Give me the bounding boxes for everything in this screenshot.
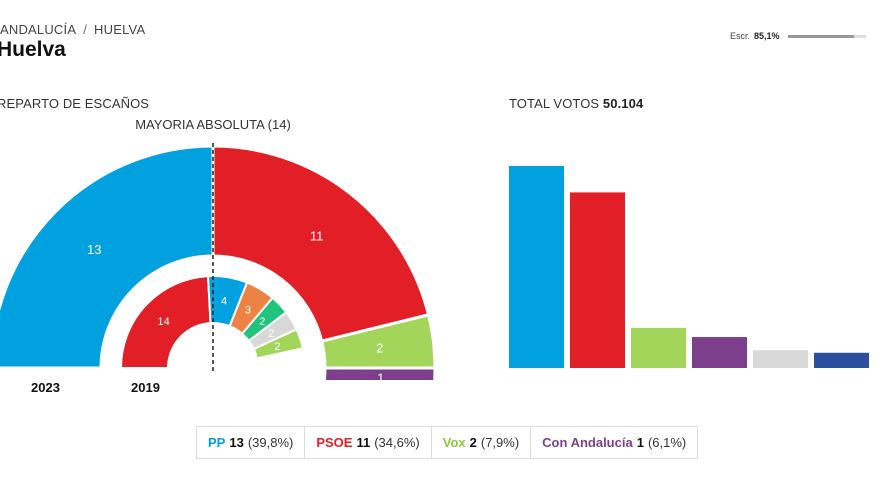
vote-bar-vox[interactable] <box>631 327 686 368</box>
page-title: Huelva <box>0 38 66 61</box>
vote-bar-psoe[interactable] <box>570 192 625 368</box>
legend-name: Vox <box>442 435 466 450</box>
seat-label-2023-pp: 13 <box>87 242 101 257</box>
legend: PP 13 (39,8%) PSOE 11 (34,6%) Vox 2 (7,9… <box>196 426 699 459</box>
seat-label-2019-psoe: 14 <box>158 316 170 328</box>
seat-label-2019-vox: 2 <box>274 341 280 353</box>
legend-pct: (7,9%) <box>480 435 520 450</box>
legend-item-psoe[interactable]: PSOE 11 (34,6%) <box>305 427 432 458</box>
legend-seats: 2 <box>469 435 477 450</box>
majority-label: MAYORIA ABSOLUTA (14) <box>135 117 291 132</box>
legend-pct: (39,8%) <box>247 435 294 450</box>
breadcrumb-huelva[interactable]: HUELVA <box>94 22 146 37</box>
legend-item-vox[interactable]: Vox 2 (7,9%) <box>432 427 532 458</box>
votes-total: 50.104 <box>602 96 644 111</box>
seat-label-2019-otros: 2 <box>268 328 274 340</box>
seat-segment-2019-psoe[interactable] <box>119 275 212 369</box>
seat-segment-2023-con-andalucia[interactable] <box>322 366 437 380</box>
legend-name: PSOE <box>316 435 353 450</box>
legend-pct: (6,1%) <box>647 435 687 450</box>
votes-label: TOTAL VOTOS <box>509 96 600 111</box>
vote-bar-otros[interactable] <box>753 350 808 368</box>
escrutado-progress-bar <box>787 34 866 38</box>
legend-item-con-andalucia[interactable]: Con Andalucía 1 (6,1%) <box>531 427 697 458</box>
escrutado-label: Escr. <box>730 31 751 41</box>
year-label-2019: 2019 <box>131 380 160 395</box>
seat-segment-2023-psoe[interactable] <box>211 144 431 344</box>
votes-section-label: TOTAL VOTOS 50.104 <box>509 96 643 111</box>
vote-bar-otros2[interactable] <box>814 352 869 368</box>
vote-bar-con-andalucia[interactable] <box>692 337 747 368</box>
year-label-2023: 2023 <box>31 380 60 395</box>
seat-label-2019-cs: 3 <box>245 305 251 317</box>
votes-bar-chart <box>509 166 869 368</box>
legend-item-pp[interactable]: PP 13 (39,8%) <box>197 427 306 458</box>
seat-label-2023-psoe: 11 <box>310 228 324 243</box>
legend-seats: 1 <box>636 435 644 450</box>
seat-label-2023-con-andalucia: 1 <box>377 371 384 380</box>
vote-bar-pp[interactable] <box>509 166 564 368</box>
seat-label-2023-vox: 2 <box>376 340 383 355</box>
legend-pct: (34,6%) <box>374 435 420 450</box>
escrutado-indicator: Escr. 85,1% <box>730 31 866 41</box>
legend-seats: 13 <box>229 435 244 450</box>
escrutado-value: 85,1% <box>754 31 780 41</box>
legend-seats: 11 <box>356 435 371 450</box>
breadcrumb-separator: / <box>83 22 88 37</box>
breadcrumb-andalucia[interactable]: ANDALUCÍA <box>0 22 77 37</box>
seats-section-label: REPARTO DE ESCAÑOS <box>0 96 150 111</box>
legend-name: Con Andalucía <box>542 435 633 450</box>
seat-label-2019-pp: 4 <box>221 296 227 308</box>
seat-segment-2019-vox[interactable] <box>252 328 305 360</box>
escrutado-progress-fill <box>787 34 854 38</box>
breadcrumb: ANDALUCÍA / HUELVA <box>0 22 145 37</box>
seat-label-2019-aa: 2 <box>259 316 265 328</box>
legend-name: PP <box>208 435 226 450</box>
seat-segment-2023-pp[interactable] <box>0 144 215 370</box>
